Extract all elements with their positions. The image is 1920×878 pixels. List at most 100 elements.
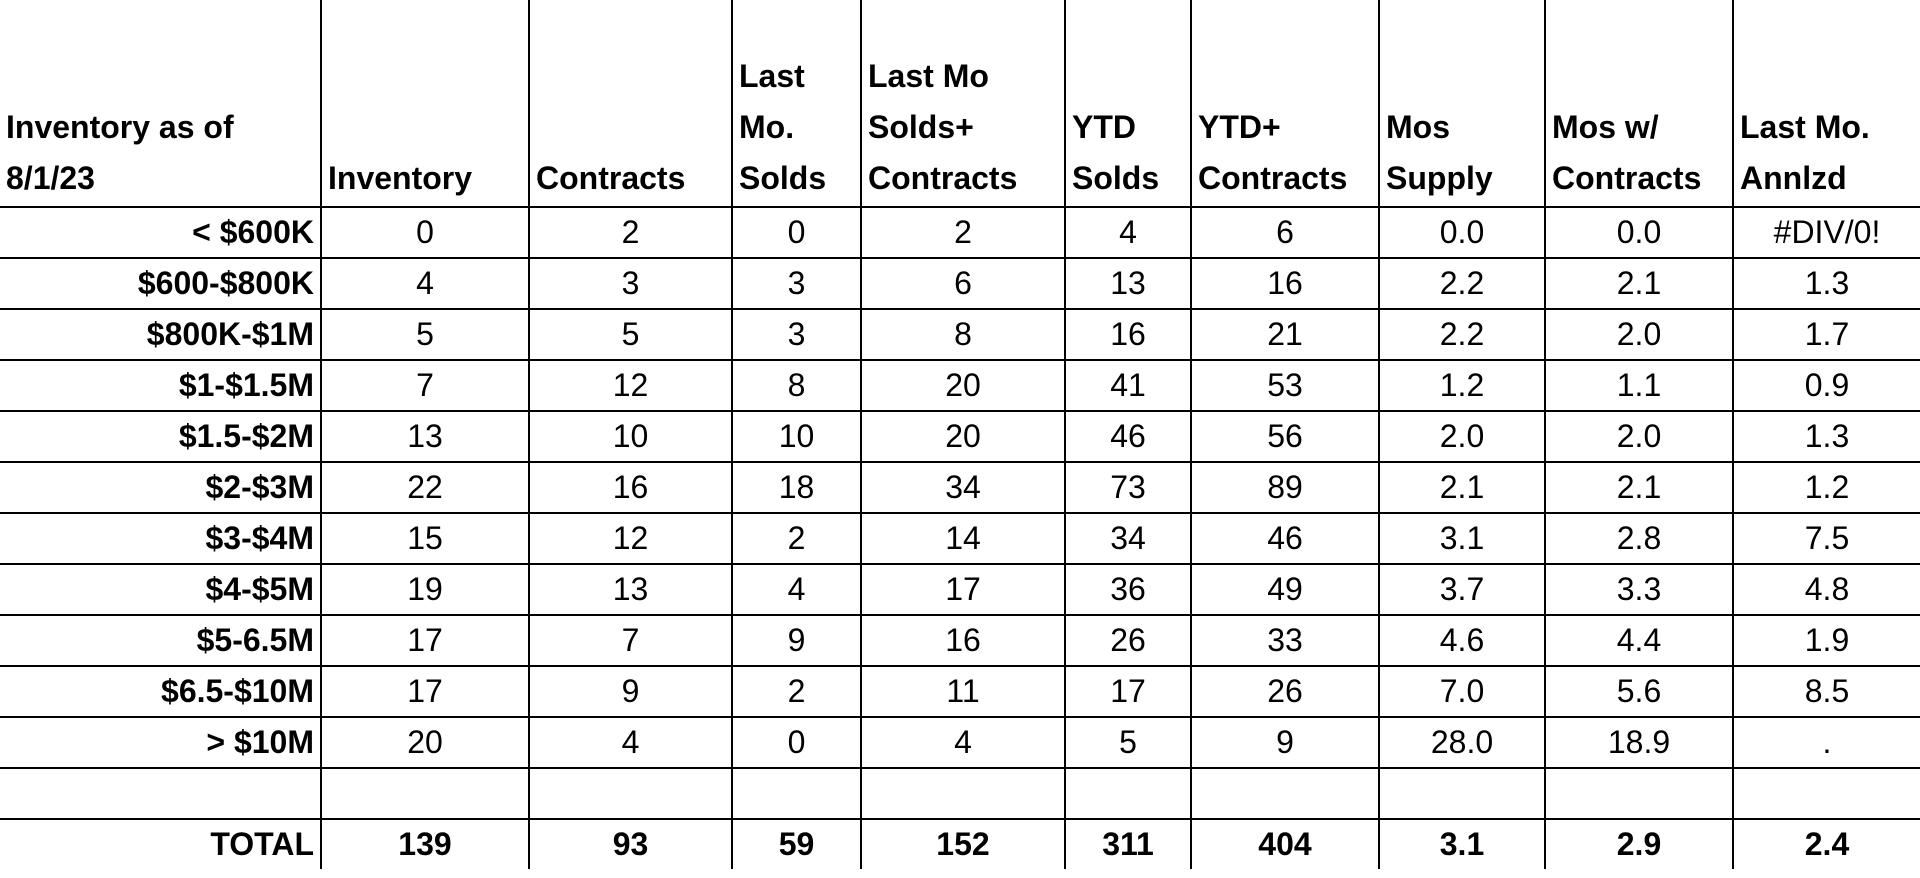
cell: 7.5 bbox=[1732, 512, 1920, 565]
row-label: $1.5-$2M bbox=[0, 410, 322, 463]
blank-row bbox=[0, 767, 1920, 820]
header-line: Contracts bbox=[536, 160, 686, 196]
cell: 2.0 bbox=[1544, 308, 1734, 361]
header-line: 8/1/23 bbox=[6, 160, 95, 196]
header-cell: Contracts bbox=[528, 0, 733, 208]
cell: 41 bbox=[1064, 359, 1192, 412]
header-line: Last bbox=[739, 58, 805, 94]
cell: 2 bbox=[731, 512, 862, 565]
cell: 8 bbox=[731, 359, 862, 412]
row-label: > $10M bbox=[0, 716, 322, 769]
data-row: $2-$3M 22 16 18 34 73 89 2.1 2.1 1.2 bbox=[0, 461, 1920, 514]
cell: 1.3 bbox=[1732, 257, 1920, 310]
data-row: < $600K 0 2 0 2 4 6 0.0 0.0 #DIV/0! bbox=[0, 206, 1920, 259]
cell: 4 bbox=[320, 257, 530, 310]
cell: 12 bbox=[528, 359, 733, 412]
cell: 17 bbox=[320, 665, 530, 718]
cell: 53 bbox=[1190, 359, 1380, 412]
cell: 22 bbox=[320, 461, 530, 514]
cell: 4 bbox=[860, 716, 1066, 769]
header-line: Contracts bbox=[1552, 160, 1702, 196]
cell: 6 bbox=[1190, 206, 1380, 259]
header-line: Annlzd bbox=[1740, 160, 1847, 196]
cell: 13 bbox=[1064, 257, 1192, 310]
total-row: TOTAL 139 93 59 152 311 404 3.1 2.9 2.4 bbox=[0, 818, 1920, 869]
cell: 2.2 bbox=[1378, 308, 1546, 361]
cell: 3.1 bbox=[1378, 512, 1546, 565]
cell: 3 bbox=[528, 257, 733, 310]
cell: 3 bbox=[731, 308, 862, 361]
header-cell: Last Mo Solds+ Contracts bbox=[860, 0, 1066, 208]
cell: 0 bbox=[731, 206, 862, 259]
cell: 14 bbox=[860, 512, 1066, 565]
cell: 73 bbox=[1064, 461, 1192, 514]
header-cell: Mos Supply bbox=[1378, 0, 1546, 208]
header-row: Inventory as of 8/1/23 Inventory Contracts L… bbox=[0, 0, 1920, 208]
cell: 2 bbox=[860, 206, 1066, 259]
header-line: Inventory as of bbox=[6, 109, 234, 145]
cell: 2.0 bbox=[1544, 410, 1734, 463]
cell: 2.1 bbox=[1544, 257, 1734, 310]
cell: 20 bbox=[320, 716, 530, 769]
row-label: $800K-$1M bbox=[0, 308, 322, 361]
cell: 3 bbox=[731, 257, 862, 310]
cell: . bbox=[1732, 716, 1920, 769]
cell: 9 bbox=[731, 614, 862, 667]
cell: 311 bbox=[1064, 818, 1192, 869]
header-cell: Last Mo. Solds bbox=[731, 0, 862, 208]
cell: 2.8 bbox=[1544, 512, 1734, 565]
cell: 9 bbox=[528, 665, 733, 718]
header-cell: YTD Solds bbox=[1064, 0, 1192, 208]
cell: 1.9 bbox=[1732, 614, 1920, 667]
cell: 0.9 bbox=[1732, 359, 1920, 412]
cell: 1.2 bbox=[1732, 461, 1920, 514]
cell: 49 bbox=[1190, 563, 1380, 616]
cell: 2.1 bbox=[1378, 461, 1546, 514]
row-label: < $600K bbox=[0, 206, 322, 259]
data-row: > $10M 20 4 0 4 5 9 28.0 18.9. bbox=[0, 716, 1920, 769]
cell: 18.9 bbox=[1544, 716, 1734, 769]
cell: 4 bbox=[731, 563, 862, 616]
cell: 89 bbox=[1190, 461, 1380, 514]
cell: 1.7 bbox=[1732, 308, 1920, 361]
cell: 7 bbox=[320, 359, 530, 412]
header-line: Solds+ bbox=[868, 109, 974, 145]
cell: 13 bbox=[320, 410, 530, 463]
cell: 9 bbox=[1190, 716, 1380, 769]
cell: 18 bbox=[731, 461, 862, 514]
row-label: $4-$5M bbox=[0, 563, 322, 616]
empty-cell bbox=[528, 767, 733, 820]
data-row: $600-$800K 4 3 3 6 13 16 2.2 2.1 1.3 bbox=[0, 257, 1920, 310]
data-row: $1-$1.5M 7 12 8 20 41 53 1.2 1.1 0.9 bbox=[0, 359, 1920, 412]
empty-cell bbox=[1378, 767, 1546, 820]
cell: 0 bbox=[731, 716, 862, 769]
row-label: $1-$1.5M bbox=[0, 359, 322, 412]
cell: 3.3 bbox=[1544, 563, 1734, 616]
empty-cell bbox=[1064, 767, 1192, 820]
cell: 5 bbox=[320, 308, 530, 361]
cell: 34 bbox=[860, 461, 1066, 514]
cell: 5 bbox=[528, 308, 733, 361]
cell: 16 bbox=[1190, 257, 1380, 310]
cell: 6 bbox=[860, 257, 1066, 310]
header-line: YTD+ bbox=[1198, 109, 1281, 145]
cell: 10 bbox=[731, 410, 862, 463]
cell: 2.1 bbox=[1544, 461, 1734, 514]
header-cell: Mos w/Contracts bbox=[1544, 0, 1734, 208]
cell: 1.3 bbox=[1732, 410, 1920, 463]
cell: 15 bbox=[320, 512, 530, 565]
cell: 4.4 bbox=[1544, 614, 1734, 667]
cell: 404 bbox=[1190, 818, 1380, 869]
cell: 46 bbox=[1190, 512, 1380, 565]
cell: 36 bbox=[1064, 563, 1192, 616]
data-row: $4-$5M 19 13 4 17 36 49 3.7 3.3 4.8 bbox=[0, 563, 1920, 616]
header-cell: Inventory as of 8/1/23 bbox=[0, 0, 322, 208]
header-cell: Inventory bbox=[320, 0, 530, 208]
header-line: Solds bbox=[1072, 160, 1160, 196]
cell: 13 bbox=[528, 563, 733, 616]
data-row: $5-6.5M 17 7 9 16 26 33 4.6 4.4 1.9 bbox=[0, 614, 1920, 667]
header-line: Last Mo bbox=[868, 58, 989, 94]
